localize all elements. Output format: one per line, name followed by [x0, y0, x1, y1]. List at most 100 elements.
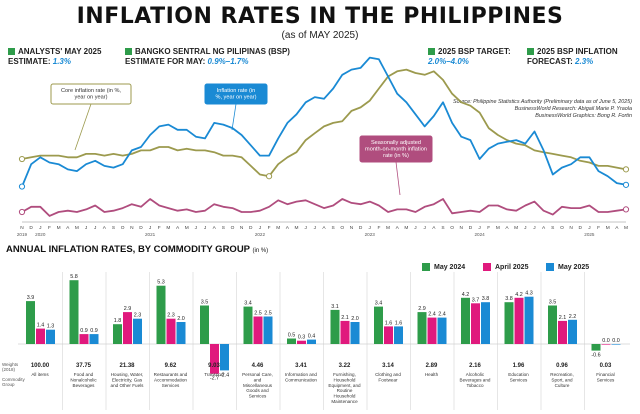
month-tick-label: J: [369, 225, 372, 231]
bar-value-label: 1.8: [114, 318, 122, 324]
category-name-line: Personal Care,: [242, 372, 273, 377]
category-weight-label: 0.96: [556, 363, 568, 369]
bar-pink: [384, 326, 393, 344]
month-tick-label: M: [57, 225, 61, 231]
bar-blue: [263, 316, 273, 344]
bar-green: [417, 312, 427, 344]
category-name-label: Recreation, Sport, and Culture: [550, 372, 574, 388]
bar-value-label: 4.2: [515, 292, 523, 298]
bar-value-label: 3.7: [472, 297, 480, 303]
month-tick-label: A: [615, 225, 619, 231]
month-tick-label: O: [340, 225, 344, 231]
category-name-line: Household: [334, 377, 356, 382]
month-tick-label: S: [551, 225, 554, 231]
category-name-line: Nonalcoholic: [70, 377, 97, 382]
month-tick-label: A: [213, 225, 217, 231]
kpi-label: BANGKO SENTRAL NG PILIPINAS (BSP) ESTIMA…: [125, 47, 290, 66]
month-tick-label: D: [249, 225, 253, 231]
legend-swatch: [546, 263, 554, 271]
category-name-line: Sport, and: [551, 377, 573, 382]
bar-value-label: 2.9: [124, 306, 132, 312]
month-tick-label: A: [66, 225, 70, 231]
bar-green: [200, 305, 209, 344]
month-tick-label: M: [496, 225, 500, 231]
callout-box-headline: [204, 83, 268, 105]
kpi-value: 0.9%–1.7%: [207, 57, 249, 66]
bar-value-label: 2.9: [418, 306, 426, 312]
month-tick-label: J: [524, 225, 527, 231]
bar-value-label: 0.4: [308, 334, 316, 340]
callout-text-headline: Inflation rate (in%, year on year): [215, 88, 256, 100]
month-tick-label: M: [624, 225, 628, 231]
category-weight-label: 37.75: [76, 363, 92, 369]
month-tick-label: J: [304, 225, 307, 231]
category-name-line: Housing, Water,: [111, 372, 144, 377]
month-tick-label: M: [606, 225, 610, 231]
green-square-icon: [428, 48, 435, 55]
callout-leader-mom: [395, 161, 401, 196]
category-name-line: Services: [162, 383, 180, 388]
weights-side-label: Weights (2018): [2, 362, 19, 372]
bar-green: [113, 324, 122, 344]
kpi-value: 2.0%–4.0%: [428, 57, 469, 66]
category-name-label: Food and Nonalcoholic Beverages: [70, 372, 97, 388]
bar-value-label: 2.4: [438, 312, 446, 318]
month-tick-label: D: [29, 225, 33, 231]
year-tick-label: 2025: [584, 232, 595, 237]
series-point-mom: [18, 208, 26, 216]
bar-value-label: 1.6: [395, 320, 403, 326]
callout-line: Core inflation rate (in %,: [61, 88, 121, 94]
callout-line: Inflation rate (in: [217, 88, 256, 94]
bar-blue: [46, 329, 55, 344]
source-line: Source: Philippine Statistics Authority …: [453, 99, 632, 105]
bar-green: [26, 301, 35, 344]
bar-value-label: 2.1: [341, 315, 349, 321]
month-tick-label: D: [139, 225, 143, 231]
kpi-value: 2.3%: [575, 57, 594, 66]
callout-leader-headline: [231, 103, 237, 131]
category-name-line: Goods and: [246, 388, 269, 393]
month-tick-label: F: [158, 225, 161, 231]
category-name-line: and: [254, 377, 262, 382]
category-name-line: Footwear: [378, 377, 398, 382]
month-tick-label: A: [322, 225, 326, 231]
bar-pink: [514, 297, 524, 344]
category-name-line: Household: [334, 394, 356, 399]
category-weight-label: 9.62: [165, 363, 177, 369]
month-tick-label: S: [222, 225, 225, 231]
month-tick-label: O: [121, 225, 125, 231]
month-tick-label: A: [103, 225, 107, 231]
month-tick-label: J: [314, 225, 317, 231]
bar-value-label: 0.0: [602, 338, 610, 344]
month-tick-label: F: [377, 225, 380, 231]
series-line-core: [21, 68, 627, 178]
bar-green: [504, 302, 514, 344]
category-name-label: Financial Services: [596, 372, 615, 382]
category-weight-label: 1.96: [513, 363, 525, 369]
legend-label: May 2025: [558, 263, 590, 271]
month-tick-label: J: [85, 225, 88, 231]
category-name-line: Restaurants and: [154, 372, 188, 377]
bar-blue: [611, 344, 621, 345]
bar-value-label: -2.7: [210, 376, 219, 382]
year-tick-label: 2020: [35, 232, 46, 237]
kpi-value: 1.3%: [52, 57, 71, 66]
green-square-icon: [125, 48, 132, 55]
month-tick-label: J: [478, 225, 481, 231]
bar-value-label: 2.0: [177, 316, 185, 322]
category-name-line: All items: [31, 372, 49, 377]
commodity-side-label: Commodity Group: [2, 377, 25, 387]
month-tick-label: N: [20, 225, 24, 231]
month-tick-label: D: [469, 225, 473, 231]
bar-value-label: 1.4: [37, 323, 45, 329]
category-name-label: Housing, Water, Electricity, Gas and Other…: [111, 372, 145, 388]
legend-swatch: [483, 263, 491, 271]
bar-value-label: 2.5: [264, 311, 272, 317]
category-name-label: Transport: [204, 372, 224, 377]
month-tick-label: J: [533, 225, 536, 231]
callout-box-core: [50, 83, 132, 105]
bar-value-label: 4.3: [525, 291, 533, 297]
bar-green: [243, 306, 253, 344]
bar-value-label: -2.4: [220, 372, 229, 378]
category-name-line: Beverages: [73, 383, 96, 388]
